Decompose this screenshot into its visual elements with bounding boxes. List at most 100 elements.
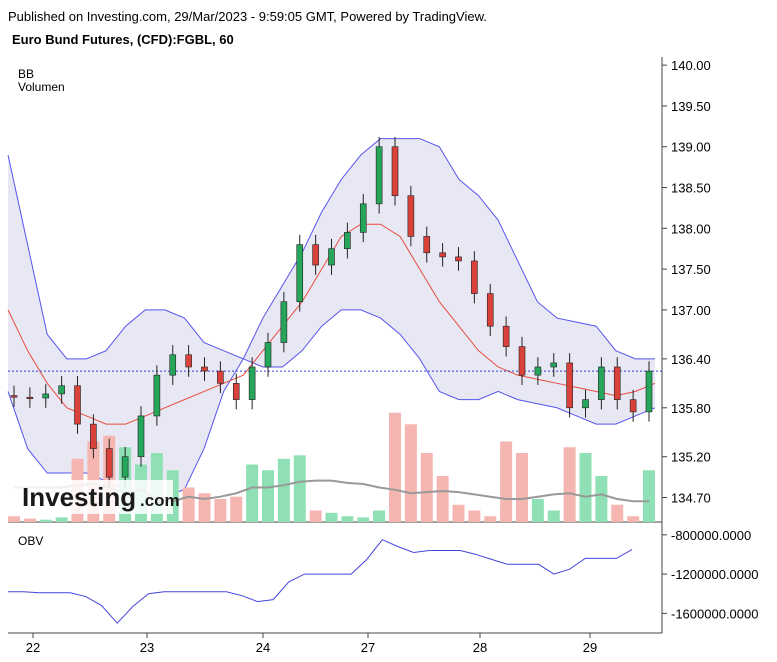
price-tick-label: 137.00: [671, 303, 711, 318]
candle-body: [423, 236, 431, 254]
candle-body: [455, 256, 462, 262]
obv-indicator: [8, 539, 633, 624]
candle-body: [471, 260, 478, 294]
candle-body: [280, 301, 288, 343]
candle-body: [296, 244, 304, 303]
volume-bar: [389, 412, 401, 522]
candle-body: [534, 366, 542, 376]
candle-body: [232, 383, 240, 400]
volume-bar: [579, 453, 592, 522]
time-axis-labels: 22 23 24 27 28 29: [26, 633, 597, 655]
bb-legend: BB: [18, 67, 34, 81]
candle-body: [582, 399, 589, 409]
candle-body: [598, 366, 605, 400]
volume-bar: [23, 518, 36, 522]
time-tick-label: 29: [583, 640, 597, 655]
volume-bar: [182, 487, 195, 522]
volume-bar: [436, 476, 449, 522]
volume-bar: [531, 499, 544, 522]
volume-bar: [563, 447, 576, 522]
volume-bar: [277, 458, 290, 522]
time-tick-label: 28: [473, 640, 487, 655]
obv-line: [8, 539, 633, 624]
price-tick-label: 138.50: [671, 181, 711, 196]
price-tick-label: 140.00: [671, 58, 711, 73]
volume-bar: [8, 516, 20, 522]
candle-body: [153, 374, 161, 417]
candle-body: [566, 362, 573, 409]
instrument-title: Euro Bund Futures, (CFD):FGBL, 60: [12, 32, 234, 47]
volume-bar: [293, 455, 306, 522]
candle-body: [121, 456, 129, 478]
price-tick-label: 138.00: [671, 221, 711, 236]
price-tick-label: 134.70: [671, 491, 711, 506]
price-tick-label: 135.20: [671, 450, 711, 465]
obv-axis-labels: -800000.0000 -1200000.0000 -1600000.0000: [662, 528, 758, 621]
candle-body: [58, 385, 65, 395]
time-tick-label: 22: [26, 640, 40, 655]
candle-body: [42, 393, 50, 399]
candle-body: [613, 366, 621, 400]
volume-bar: [420, 453, 433, 522]
volume-bar: [611, 504, 624, 522]
price-tick-label: 139.50: [671, 99, 711, 114]
volume-bar: [39, 519, 52, 522]
candle-body: [502, 325, 510, 347]
volume-bar: [55, 517, 68, 522]
price-tick-label: 137.50: [671, 262, 711, 277]
volume-bar: [341, 516, 354, 522]
volume-bar: [595, 476, 608, 522]
candlesticks: [10, 136, 653, 487]
candle-body: [344, 232, 351, 250]
published-caption: Published on Investing.com, 29/Mar/2023 …: [8, 9, 487, 24]
investing-logo: Investing .com: [10, 480, 180, 514]
logo-backdrop: [10, 480, 173, 514]
candle-body: [217, 370, 224, 384]
candle-body: [264, 342, 272, 368]
price-tick-label: 136.40: [671, 352, 711, 367]
volume-bar: [214, 499, 227, 522]
obv-tick-label: -1600000.0000: [671, 606, 758, 621]
volume-bar: [468, 510, 481, 522]
volume-bar: [373, 510, 386, 522]
candle-body: [486, 293, 494, 327]
candle-body: [185, 354, 192, 368]
candle-body: [10, 395, 18, 398]
price-tick-label: 139.00: [671, 140, 711, 155]
volume-bar: [325, 512, 338, 522]
volume-bar: [547, 510, 560, 522]
candle-body: [137, 415, 145, 458]
candle-body: [248, 366, 256, 400]
candle-body: [645, 370, 653, 413]
volume-legend: Volumen: [18, 80, 65, 94]
obv-tick-label: -1200000.0000: [671, 567, 758, 582]
candle-body: [407, 195, 415, 237]
time-tick-label: 27: [361, 640, 375, 655]
volume-bar: [230, 496, 243, 522]
candle-body: [518, 346, 526, 376]
volume-bar: [357, 517, 370, 522]
volume-bar: [262, 470, 274, 522]
volume-bar: [484, 516, 497, 522]
candle-body: [629, 399, 637, 413]
candle-body: [328, 248, 335, 266]
volume-bar: [198, 493, 211, 522]
volume-bar: [246, 464, 259, 522]
price-axis-labels: 140.00 139.50 139.00 138.50 138.00 137.50 137.…: [662, 58, 711, 506]
volume-bar: [309, 510, 322, 522]
candle-body: [90, 423, 97, 449]
candle-body: [359, 203, 367, 233]
obv-tick-label: -800000.0000: [671, 528, 751, 543]
candle-body: [550, 362, 558, 368]
obv-legend: OBV: [18, 534, 43, 548]
volume-bar: [516, 453, 528, 522]
logo-wordmark: Investing: [22, 482, 136, 512]
price-tick-label: 135.80: [671, 401, 711, 416]
candle-body: [26, 396, 34, 399]
candle-body: [439, 252, 446, 258]
candle-body: [391, 146, 399, 196]
candle-body: [74, 385, 81, 425]
volume-bar: [643, 470, 655, 522]
candle-body: [105, 448, 113, 478]
